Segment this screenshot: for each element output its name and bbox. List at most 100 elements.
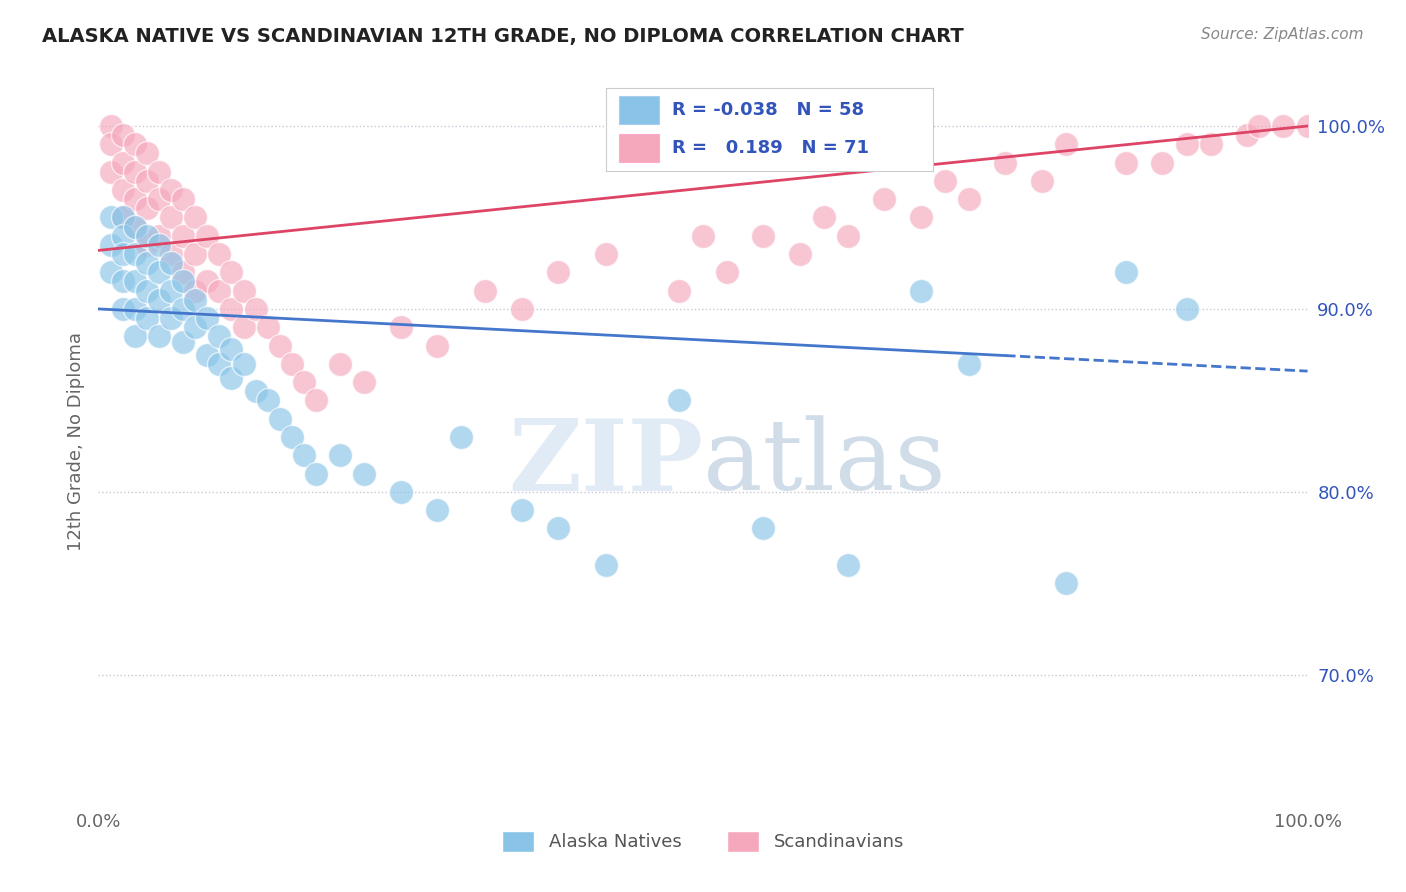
Point <box>148 293 170 307</box>
Point <box>111 211 134 225</box>
Point <box>269 411 291 425</box>
Point <box>221 342 243 356</box>
Point <box>100 265 122 279</box>
Point <box>111 211 134 225</box>
Point <box>474 284 496 298</box>
Point <box>135 174 157 188</box>
Point <box>208 284 231 298</box>
Point <box>934 174 956 188</box>
Point <box>595 247 617 261</box>
Text: atlas: atlas <box>703 416 946 511</box>
Text: Source: ZipAtlas.com: Source: ZipAtlas.com <box>1201 27 1364 42</box>
Point <box>910 284 932 298</box>
Point <box>135 202 157 216</box>
Point <box>100 119 122 133</box>
Point <box>752 228 775 243</box>
Point <box>1054 137 1077 152</box>
Point <box>1054 576 1077 591</box>
Point <box>135 256 157 270</box>
Point <box>148 238 170 252</box>
Point <box>184 211 207 225</box>
Point <box>668 393 690 408</box>
Point <box>426 503 449 517</box>
Point <box>510 503 533 517</box>
Point <box>837 558 859 572</box>
Point <box>281 357 304 371</box>
Point <box>256 320 278 334</box>
Point <box>510 301 533 316</box>
Point <box>547 521 569 535</box>
Point <box>148 329 170 343</box>
Point <box>195 348 218 362</box>
Point <box>124 219 146 234</box>
Legend: Alaska Natives, Scandinavians: Alaska Natives, Scandinavians <box>495 823 911 859</box>
Point <box>124 329 146 343</box>
Point <box>269 338 291 352</box>
Point <box>124 275 146 289</box>
Point <box>184 284 207 298</box>
Point <box>100 238 122 252</box>
Point <box>256 393 278 408</box>
Point <box>111 301 134 316</box>
Point <box>389 320 412 334</box>
Point <box>668 284 690 298</box>
Point <box>305 393 328 408</box>
Point <box>172 228 194 243</box>
Point <box>195 311 218 326</box>
Point <box>910 211 932 225</box>
Point <box>245 384 267 399</box>
Point <box>1115 265 1137 279</box>
Point <box>1115 155 1137 169</box>
Point <box>716 265 738 279</box>
Point <box>100 137 122 152</box>
Text: ZIP: ZIP <box>508 415 703 512</box>
Point <box>124 165 146 179</box>
Point <box>789 247 811 261</box>
Point <box>426 338 449 352</box>
Point <box>124 219 146 234</box>
Point <box>124 301 146 316</box>
Point <box>1272 119 1295 133</box>
Point <box>221 265 243 279</box>
Point <box>245 301 267 316</box>
Point <box>160 183 183 197</box>
Point <box>111 228 134 243</box>
Point <box>172 334 194 349</box>
Point <box>135 238 157 252</box>
Point <box>1199 137 1222 152</box>
Point <box>1031 174 1053 188</box>
Point <box>124 247 146 261</box>
Point <box>232 357 254 371</box>
Point <box>100 211 122 225</box>
Point <box>124 192 146 206</box>
Point <box>172 192 194 206</box>
Point <box>172 265 194 279</box>
Point <box>547 265 569 279</box>
Point <box>184 320 207 334</box>
Point <box>160 211 183 225</box>
Point <box>329 448 352 462</box>
Point <box>873 192 896 206</box>
Point <box>172 301 194 316</box>
Point <box>184 247 207 261</box>
Point <box>1236 128 1258 143</box>
Point <box>221 301 243 316</box>
Point <box>135 284 157 298</box>
Point <box>752 521 775 535</box>
Point <box>160 256 183 270</box>
Point <box>111 247 134 261</box>
Point <box>353 467 375 481</box>
Point <box>692 228 714 243</box>
Y-axis label: 12th Grade, No Diploma: 12th Grade, No Diploma <box>66 332 84 551</box>
Point <box>957 357 980 371</box>
Point <box>148 165 170 179</box>
Point <box>813 211 835 225</box>
Point <box>281 430 304 444</box>
Point <box>124 137 146 152</box>
Point <box>837 228 859 243</box>
Point <box>195 275 218 289</box>
Point <box>1249 119 1271 133</box>
Point <box>305 467 328 481</box>
Point <box>111 155 134 169</box>
Point <box>135 228 157 243</box>
